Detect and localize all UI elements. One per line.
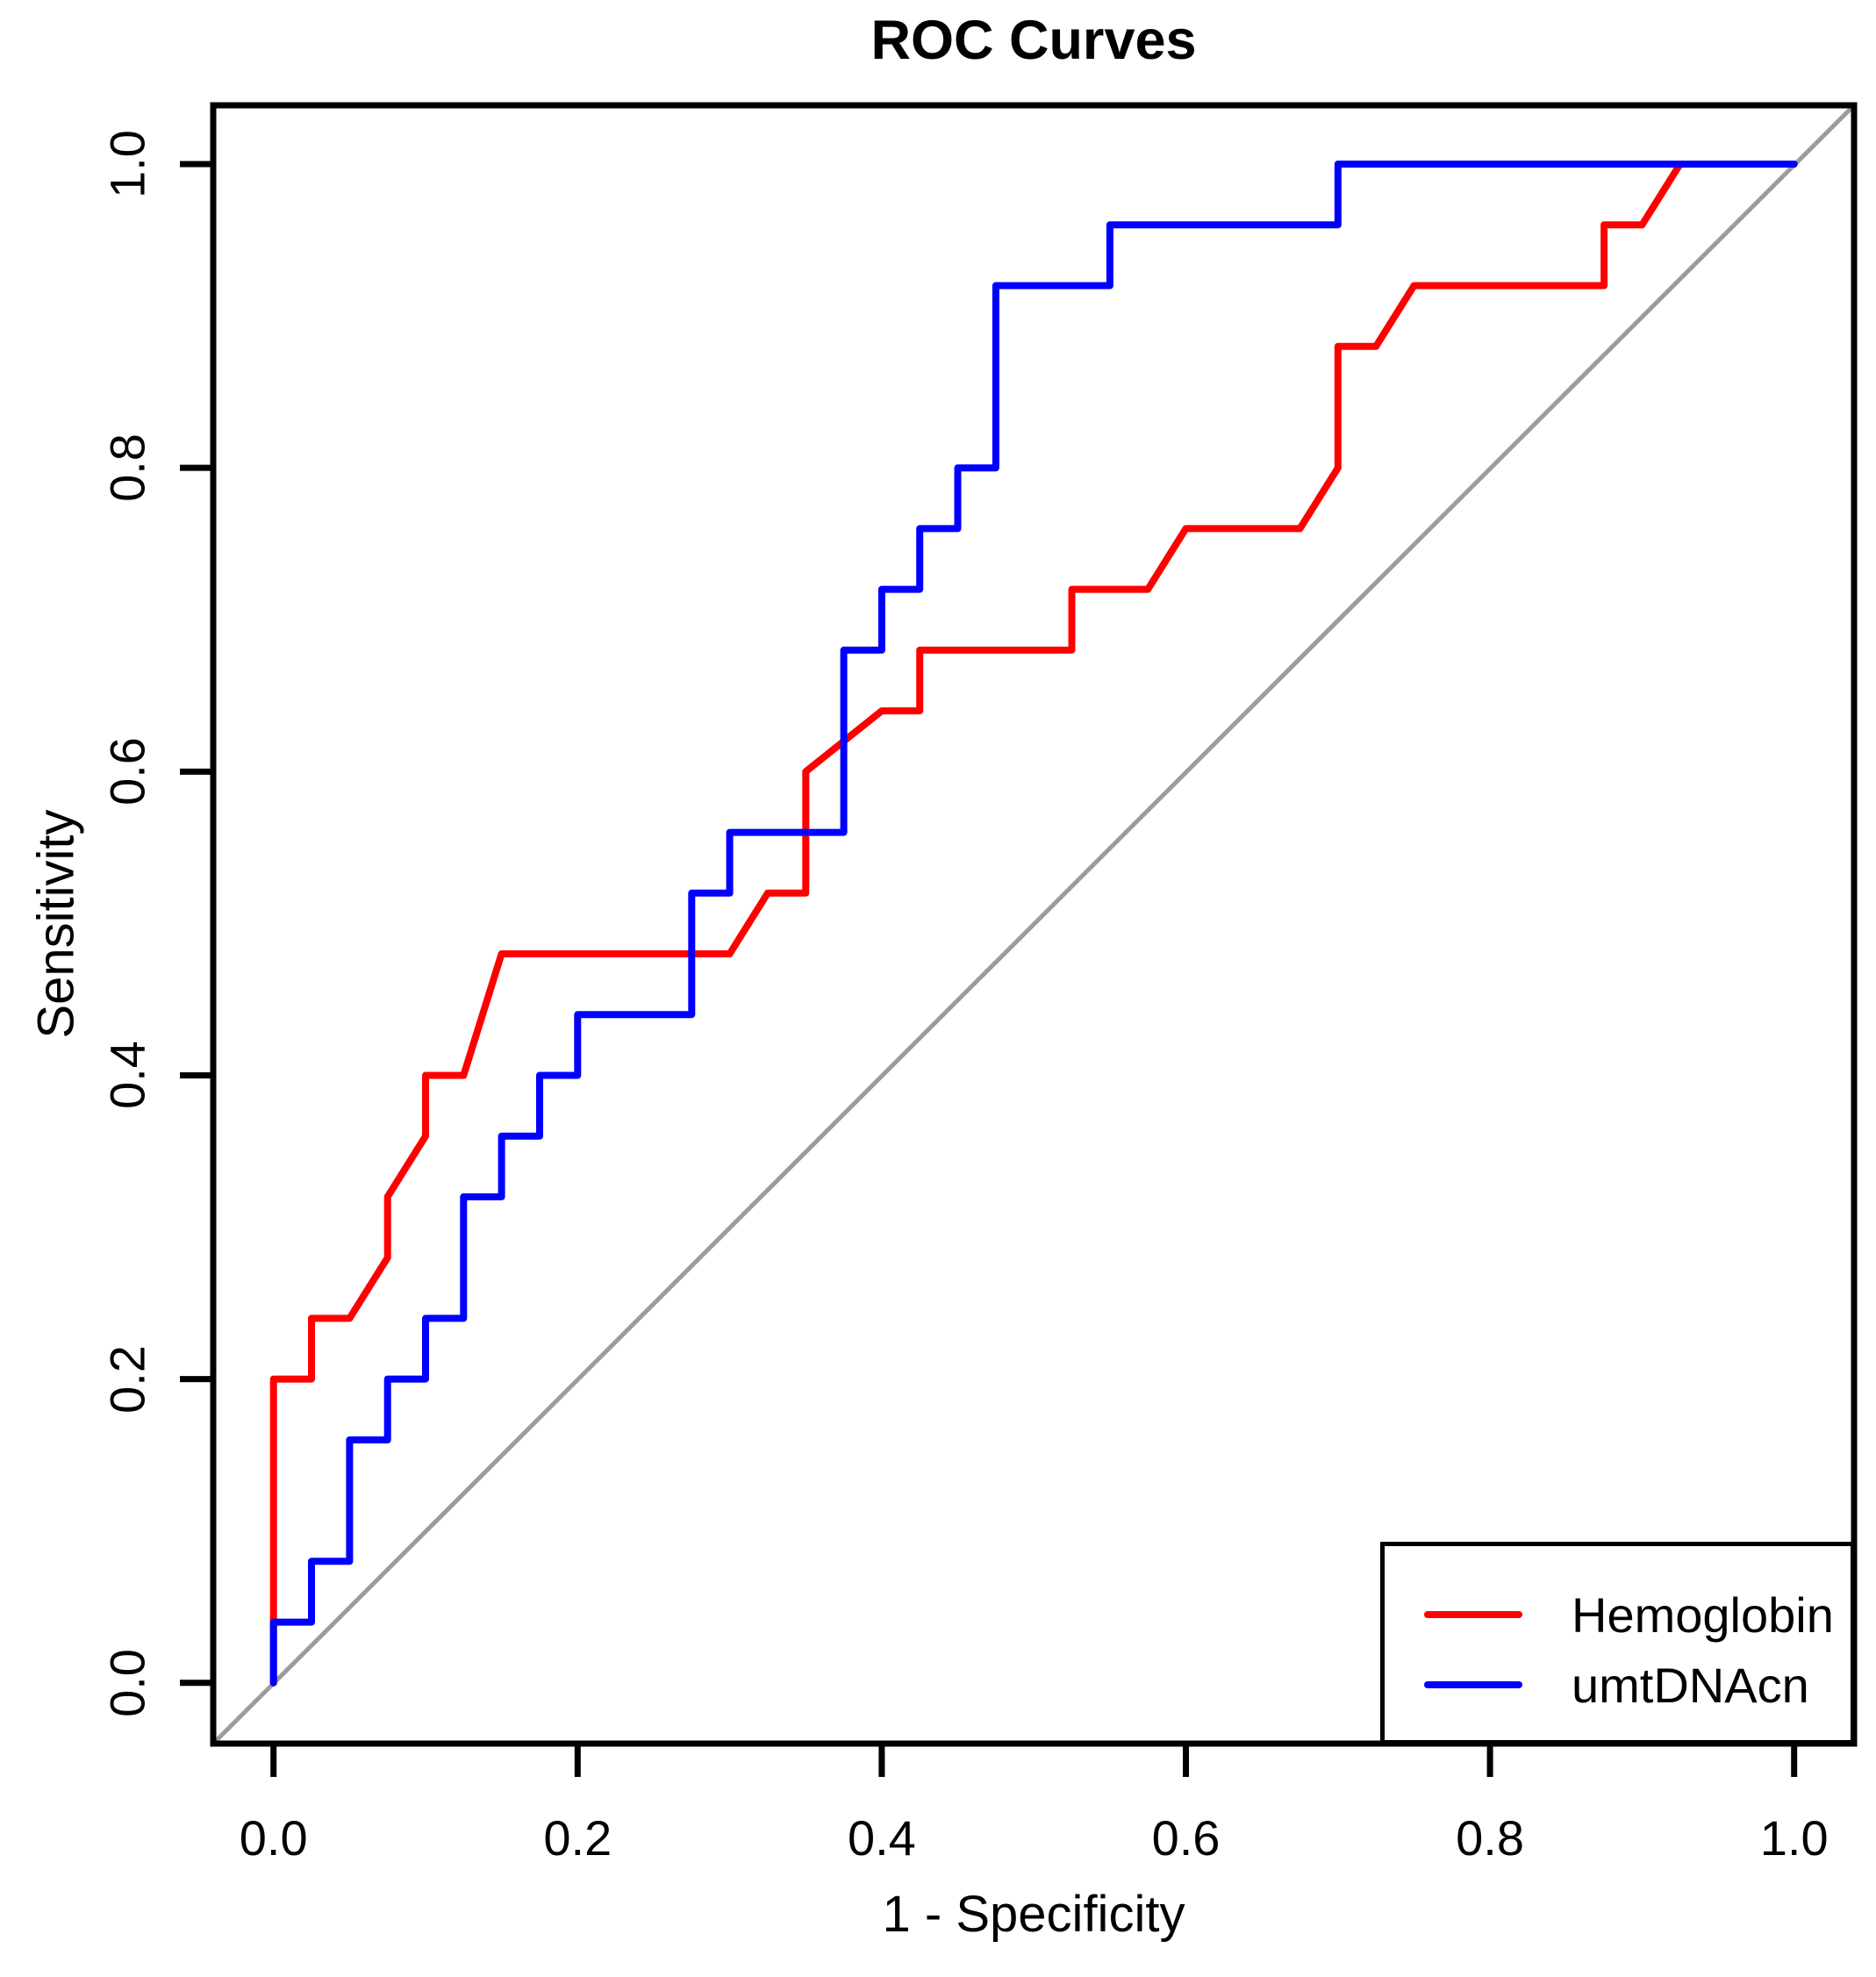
x-tick-label: 0.6 xyxy=(1151,1810,1221,1866)
chart-title: ROC Curves xyxy=(870,10,1197,71)
y-tick-label: 0.4 xyxy=(99,1041,155,1110)
x-tick-label: 0.2 xyxy=(543,1810,612,1866)
legend-item: Hemoglobin xyxy=(1424,1579,1851,1650)
legend-line-sample xyxy=(1424,1681,1522,1688)
legend-label: Hemoglobin xyxy=(1572,1587,1834,1643)
y-tick-label: 1.0 xyxy=(99,130,155,198)
x-tick-label: 1.0 xyxy=(1759,1810,1829,1866)
legend-line-sample xyxy=(1424,1611,1522,1618)
x-tick-label: 0.8 xyxy=(1456,1810,1525,1866)
roc-curve-hemoglobin xyxy=(269,161,1798,1687)
x-tick-label: 0.4 xyxy=(847,1810,916,1866)
chance-diagonal xyxy=(211,104,1856,1745)
y-tick-label: 0.8 xyxy=(99,433,155,503)
y-tick-label: 0.6 xyxy=(99,737,155,806)
y-axis-title: Sensitivity xyxy=(27,809,85,1039)
y-tick-label: 0.2 xyxy=(99,1344,155,1414)
legend: Hemoglobin umtDNAcn xyxy=(1380,1542,1855,1744)
plot-border xyxy=(210,102,1858,1747)
y-tick-label: 0.0 xyxy=(99,1648,155,1717)
legend-label: umtDNAcn xyxy=(1572,1657,1809,1713)
roc-curve-umtdnacn xyxy=(269,161,1798,1687)
x-axis-title: 1 - Specificity xyxy=(882,1886,1185,1943)
x-tick-label: 0.0 xyxy=(239,1810,308,1866)
legend-item: umtDNAcn xyxy=(1424,1650,1851,1720)
